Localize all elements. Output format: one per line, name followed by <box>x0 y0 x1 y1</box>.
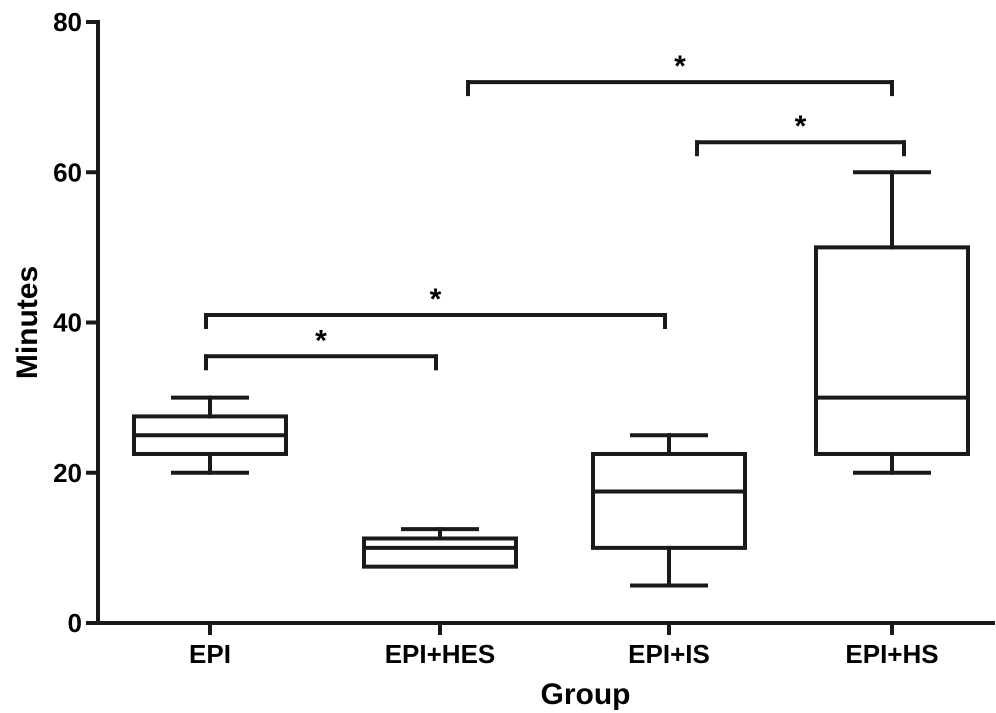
x-tick-label: EPI+HES <box>385 639 496 669</box>
y-tick-label: 60 <box>53 157 82 187</box>
box-iqr <box>591 451 747 550</box>
significance-star: * <box>795 110 807 143</box>
y-tick-label: 40 <box>53 308 82 338</box>
x-tick-label: EPI+HS <box>845 639 938 669</box>
y-axis-title: Minutes <box>11 266 44 379</box>
y-tick-label: 80 <box>53 7 82 37</box>
significance-star: * <box>315 324 327 357</box>
y-tick-label: 20 <box>53 458 82 488</box>
significance-star: * <box>430 283 442 316</box>
significance-star: * <box>674 50 686 83</box>
box-iqr <box>362 536 518 569</box>
x-axis-title: Group <box>541 678 631 711</box>
box-iqr <box>814 245 970 456</box>
x-tick-label: EPI <box>189 639 231 669</box>
x-tick-label: EPI+IS <box>628 639 710 669</box>
y-tick-label: 0 <box>68 608 82 638</box>
